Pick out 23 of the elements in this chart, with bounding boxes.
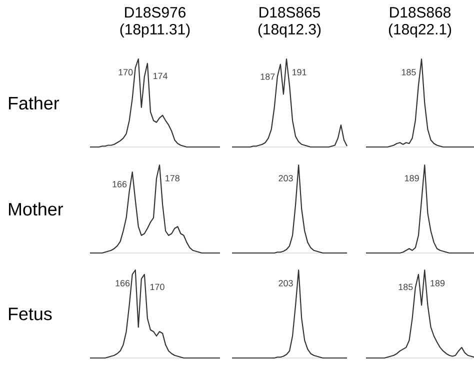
- y-axis-title: Mother: [8, 202, 64, 216]
- chart-title: D18S976: [125, 7, 186, 18]
- annotation: 170: [150, 284, 164, 290]
- annotation: 174: [153, 72, 168, 80]
- annotation: 191: [292, 69, 306, 76]
- annotation: 189: [430, 280, 445, 286]
- annotation: 203: [278, 175, 293, 182]
- chart-title: D18S868: [390, 7, 450, 18]
- annotation: 203: [278, 280, 293, 286]
- annotation: 166: [112, 181, 127, 188]
- chart-subtitle: (18p11.31): [120, 24, 190, 38]
- annotation: 185: [402, 69, 416, 76]
- chart-title: D18S865: [260, 7, 320, 18]
- annotation: 170: [118, 69, 133, 76]
- annotation: 187: [260, 74, 275, 80]
- y-axis-title: Father: [8, 96, 60, 110]
- chart-subtitle: (18q12.3): [258, 24, 321, 38]
- chart-subtitle: (18q22.1): [388, 24, 452, 38]
- y-axis-title: Fetus: [8, 308, 52, 320]
- annotation: 178: [166, 175, 180, 182]
- annotation: 189: [404, 175, 419, 182]
- annotation: 185: [398, 284, 413, 290]
- annotation: 166: [116, 280, 130, 286]
